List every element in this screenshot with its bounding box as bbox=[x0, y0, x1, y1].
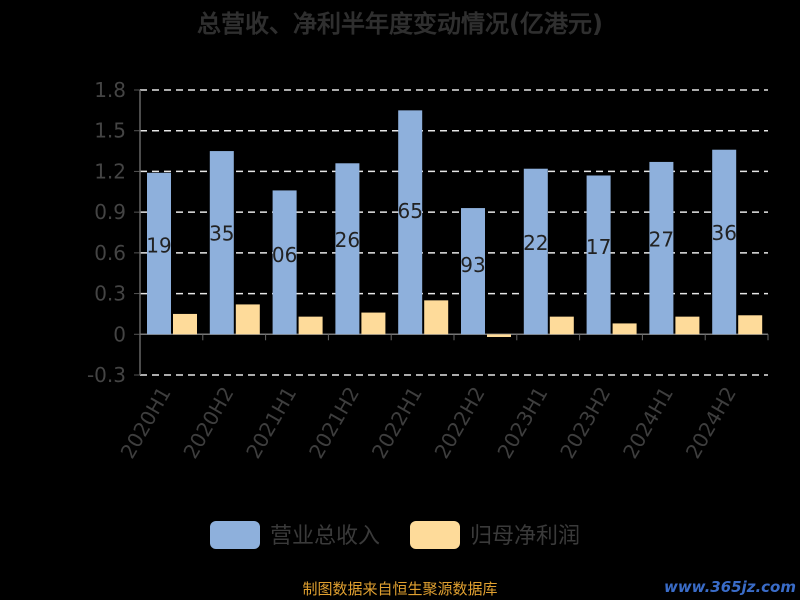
y-tick-label: 1.8 bbox=[94, 78, 126, 102]
bar-data-label: 17 bbox=[586, 235, 611, 259]
bar-net-profit bbox=[235, 304, 260, 335]
y-tick-label: 1.5 bbox=[94, 119, 126, 143]
legend: 营业总收入 归母净利润 bbox=[210, 521, 580, 549]
bar-revenue bbox=[649, 161, 674, 335]
bar-revenue bbox=[147, 172, 171, 335]
bar-data-label: 22 bbox=[523, 231, 548, 255]
legend-label: 归母净利润 bbox=[470, 524, 580, 549]
x-tick-label: 2020H1 bbox=[116, 383, 176, 463]
y-tick-label: 1.2 bbox=[94, 159, 126, 183]
bar-data-label: 65 bbox=[397, 199, 422, 223]
bar-data-label: 36 bbox=[711, 221, 736, 245]
source-note: 制图数据来自恒生聚源数据库 bbox=[302, 580, 497, 598]
legend-swatch bbox=[210, 521, 260, 549]
bar-net-profit bbox=[738, 315, 763, 335]
bar-net-profit bbox=[612, 323, 637, 335]
bar-data-label: 93 bbox=[460, 253, 485, 277]
x-tick-label: 2021H2 bbox=[304, 383, 364, 463]
bar-net-profit bbox=[675, 316, 700, 335]
x-tick-label: 2023H2 bbox=[555, 383, 615, 463]
bar-revenue bbox=[523, 168, 548, 335]
bar-revenue bbox=[209, 151, 234, 335]
bar-data-label: 27 bbox=[649, 227, 674, 251]
bar-revenue bbox=[586, 175, 611, 335]
bar-net-profit bbox=[298, 316, 323, 335]
x-axis: 2020H1 2020H2 2021H1 2021H2 2022H1 2022H2 2023… bbox=[116, 334, 769, 463]
bar-net-profit bbox=[487, 334, 511, 337]
bar-data-label: 35 bbox=[209, 222, 234, 246]
y-axis: -0.3 0 0.3 0.6 0.9 1.2 1.5 1.8 bbox=[87, 78, 140, 387]
bar-data-label: 26 bbox=[335, 228, 360, 252]
x-tick-label: 2022H1 bbox=[367, 383, 427, 463]
bar-net-profit bbox=[173, 313, 197, 335]
bars: 19 35 06 26 65 93 22 17 27 36 bbox=[146, 110, 763, 337]
bar-data-label: 19 bbox=[146, 233, 171, 257]
x-tick-label: 2020H2 bbox=[178, 383, 238, 463]
y-tick-label: 0 bbox=[113, 322, 126, 346]
x-tick-label: 2021H1 bbox=[241, 383, 301, 463]
bar-revenue bbox=[398, 110, 423, 335]
bar-net-profit bbox=[424, 300, 449, 335]
x-tick-label: 2023H1 bbox=[492, 383, 552, 463]
bar-revenue bbox=[461, 208, 485, 335]
x-tick-label: 2024H1 bbox=[618, 383, 678, 463]
bar-data-label: 06 bbox=[272, 243, 297, 267]
chart-title: 总营收、净利半年度变动情况(亿港元) bbox=[197, 10, 603, 38]
bar-revenue bbox=[335, 163, 360, 335]
legend-label: 营业总收入 bbox=[270, 524, 380, 549]
bar-net-profit bbox=[549, 316, 574, 335]
y-tick-label: 0.9 bbox=[94, 200, 126, 224]
watermark: www.365jz.com bbox=[664, 578, 796, 596]
x-tick-label: 2024H2 bbox=[681, 383, 741, 463]
bar-revenue bbox=[712, 149, 737, 335]
x-tick-label: 2022H2 bbox=[430, 383, 490, 463]
y-tick-label: 0.3 bbox=[94, 282, 126, 306]
y-tick-label: -0.3 bbox=[87, 363, 126, 387]
y-tick-label: 0.6 bbox=[94, 241, 126, 265]
legend-swatch bbox=[410, 521, 460, 549]
bar-net-profit bbox=[361, 312, 386, 335]
bar-revenue bbox=[272, 190, 297, 335]
